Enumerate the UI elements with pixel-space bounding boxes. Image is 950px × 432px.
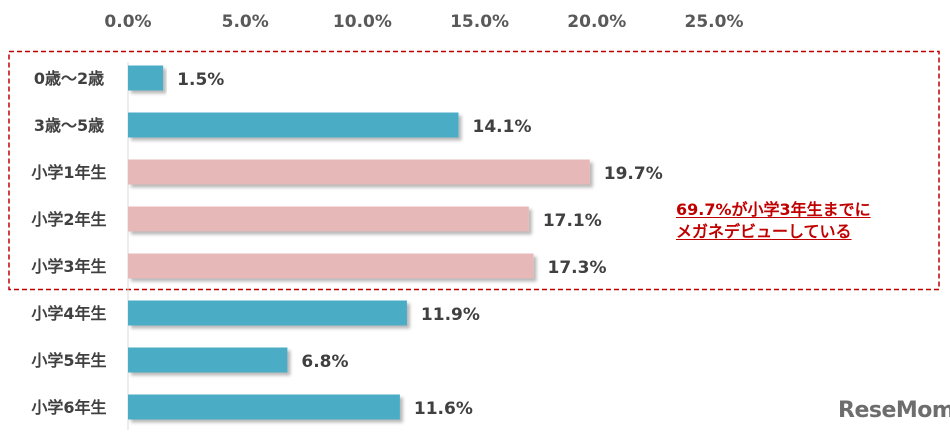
- bar: [128, 112, 459, 138]
- x-tick-label: 5.0%: [222, 12, 269, 32]
- highlight-box: [8, 50, 940, 291]
- annotation-line-2: メガネデビューしている: [676, 222, 852, 241]
- highlight-annotation: 69.7%が小学3年生までに メガネデビューしている: [676, 199, 871, 243]
- bar: [128, 300, 407, 326]
- category-label: 小学1年生: [31, 163, 106, 182]
- category-label: 小学5年生: [31, 351, 106, 370]
- data-label: 1.5%: [177, 70, 224, 90]
- x-tick-label: 25.0%: [685, 12, 744, 32]
- data-label: 19.7%: [604, 164, 663, 184]
- category-label: 小学4年生: [31, 304, 106, 323]
- bar: [128, 394, 400, 420]
- x-tick-label: 15.0%: [450, 12, 509, 32]
- bar: [128, 159, 590, 185]
- resemom-logo: ReseMom: [838, 398, 950, 423]
- category-label: 3歳～5歳: [34, 116, 104, 135]
- category-label: 0歳～2歳: [34, 69, 104, 88]
- x-tick-label: 10.0%: [333, 12, 392, 32]
- data-label: 14.1%: [473, 117, 532, 137]
- category-label: 小学2年生: [31, 210, 106, 229]
- data-label: 6.8%: [301, 352, 348, 372]
- bar: [128, 347, 288, 373]
- bar: [128, 206, 529, 232]
- category-label: 小学3年生: [31, 257, 106, 276]
- bar: [128, 253, 534, 279]
- data-label: 17.3%: [548, 258, 607, 278]
- annotation-line-1: 69.7%が小学3年生までに: [676, 200, 871, 219]
- data-label: 11.9%: [421, 305, 480, 325]
- data-label: 11.6%: [414, 399, 473, 419]
- data-label: 17.1%: [543, 211, 602, 231]
- x-tick-label: 20.0%: [567, 12, 626, 32]
- category-label: 小学6年生: [31, 398, 106, 417]
- bar: [128, 65, 164, 91]
- x-tick-label: 0.0%: [104, 12, 151, 32]
